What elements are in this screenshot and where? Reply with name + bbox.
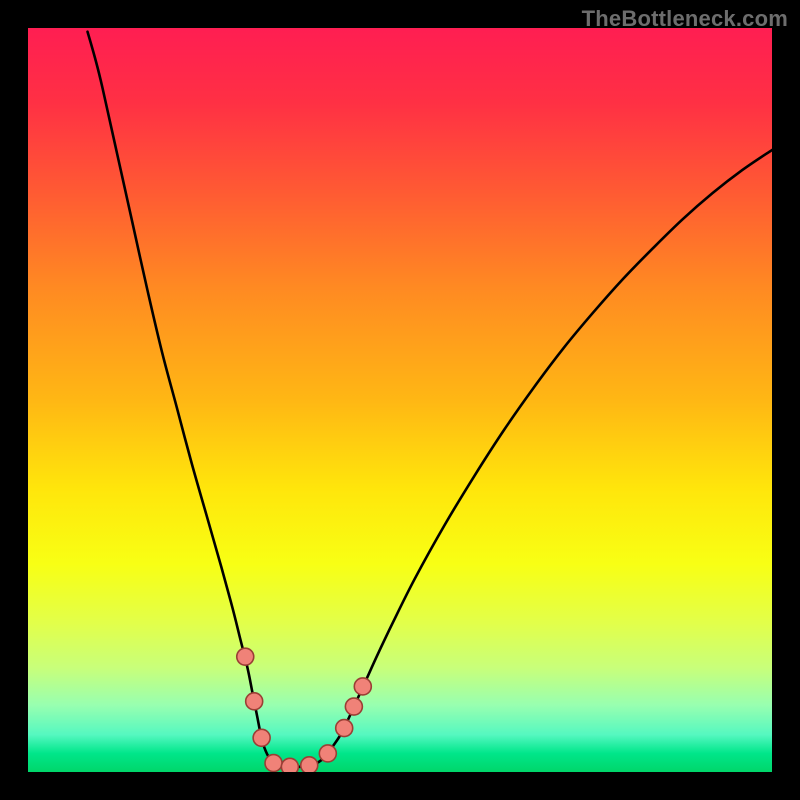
marker-point [237, 648, 254, 665]
bottleneck-chart-svg [0, 0, 800, 800]
chart-frame: TheBottleneck.com [0, 0, 800, 800]
marker-point [336, 720, 353, 737]
marker-point [253, 729, 270, 746]
chart-background-gradient [28, 28, 772, 772]
marker-point [319, 745, 336, 762]
marker-point [345, 698, 362, 715]
marker-point [246, 693, 263, 710]
watermark-text: TheBottleneck.com [582, 6, 788, 32]
marker-point [301, 757, 318, 774]
marker-point [354, 678, 371, 695]
marker-point [265, 755, 282, 772]
